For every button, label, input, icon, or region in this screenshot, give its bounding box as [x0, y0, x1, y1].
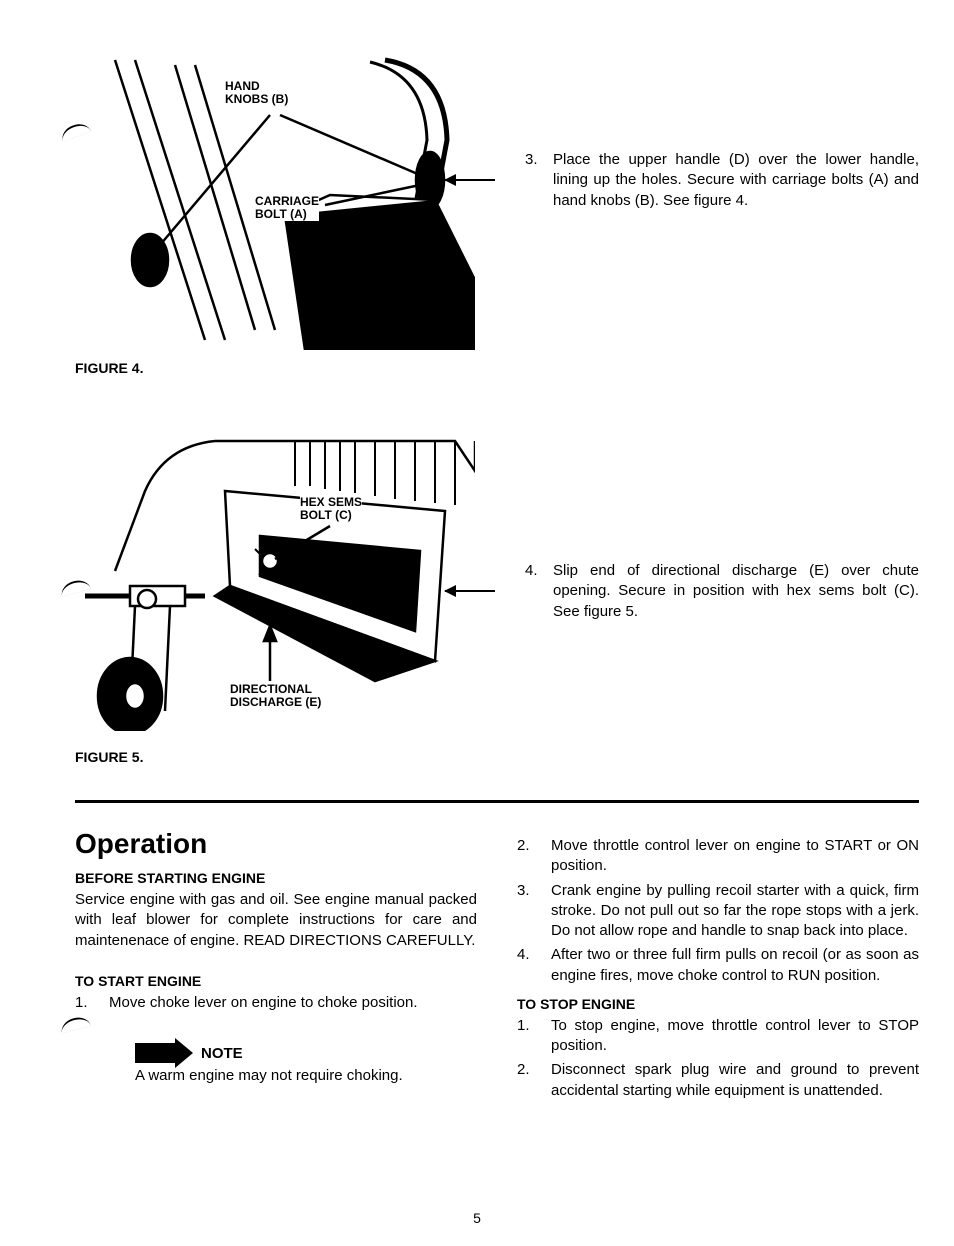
figure5-label-hex-sems: HEX SEMS BOLT (C)	[300, 496, 362, 522]
start-item-3-num: 3.	[517, 881, 551, 942]
note-label: NOTE	[201, 1045, 243, 1062]
stop-item-1: 1. To stop engine, move throttle control…	[517, 1016, 919, 1057]
figure4-caption: FIGURE 4.	[75, 360, 495, 376]
step-3-text: Place the upper handle (D) over the lowe…	[553, 150, 919, 211]
figure4-illustration: HAND KNOBS (B) CARRIAGE BOLT (A)	[75, 50, 475, 350]
figure5-illustration: HEX SEMS BOLT (C) DIRECTIONAL DISCHARGE …	[75, 431, 475, 731]
stop-item-2-num: 2.	[517, 1060, 551, 1101]
step-3-num: 3.	[525, 150, 553, 211]
stop-item-1-text: To stop engine, move throttle control le…	[551, 1016, 919, 1057]
arrow-left-icon	[445, 590, 495, 592]
operation-left-col: Operation BEFORE STARTING ENGINE Service…	[75, 828, 477, 1101]
step4-column: 4. Slip end of directional discharge (E)…	[495, 431, 919, 640]
section-divider	[75, 800, 919, 803]
start-item-2: 2. Move throttle control lever on engine…	[517, 836, 919, 877]
note-block: NOTE A warm engine may not require choki…	[135, 1043, 455, 1084]
start-item-2-num: 2.	[517, 836, 551, 877]
start-item-4-num: 4.	[517, 945, 551, 986]
to-stop-head: TO STOP ENGINE	[517, 996, 919, 1012]
step-4-num: 4.	[525, 561, 553, 622]
note-text: A warm engine may not require choking.	[135, 1067, 455, 1084]
operation-title: Operation	[75, 828, 477, 860]
step3-column: 3. Place the upper handle (D) over the l…	[495, 50, 919, 229]
note-head: NOTE	[135, 1043, 455, 1063]
start-item-1-num: 1.	[75, 993, 109, 1013]
stop-item-1-num: 1.	[517, 1016, 551, 1057]
figure4-label-hand-knobs: HAND KNOBS (B)	[225, 80, 288, 106]
figure5-row: HEX SEMS BOLT (C) DIRECTIONAL DISCHARGE …	[75, 431, 919, 765]
step-4-text: Slip end of directional discharge (E) ov…	[553, 561, 919, 622]
figure5-label-directional: DIRECTIONAL DISCHARGE (E)	[230, 683, 321, 709]
figure5-block: HEX SEMS BOLT (C) DIRECTIONAL DISCHARGE …	[75, 431, 495, 765]
start-item-4: 4. After two or three full firm pulls on…	[517, 945, 919, 986]
start-item-3-text: Crank engine by pulling recoil starter w…	[551, 881, 919, 942]
before-starting-text: Service engine with gas and oil. See eng…	[75, 890, 477, 951]
before-starting-head: BEFORE STARTING ENGINE	[75, 870, 477, 886]
step-3: 3. Place the upper handle (D) over the l…	[525, 150, 919, 211]
figure5-caption: FIGURE 5.	[75, 749, 495, 765]
to-start-head: TO START ENGINE	[75, 973, 477, 989]
operation-right-col: 2. Move throttle control lever on engine…	[517, 828, 919, 1101]
start-item-1-text: Move choke lever on engine to choke posi…	[109, 993, 477, 1013]
figure4-label-carriage-bolt: CARRIAGE BOLT (A)	[255, 195, 319, 221]
page-curl-mark	[59, 1014, 91, 1033]
figure4-block: HAND KNOBS (B) CARRIAGE BOLT (A) FIGURE …	[75, 50, 495, 376]
note-arrow-icon	[135, 1043, 175, 1063]
start-item-1: 1. Move choke lever on engine to choke p…	[75, 993, 477, 1013]
stop-item-2: 2. Disconnect spark plug wire and ground…	[517, 1060, 919, 1101]
stop-item-2-text: Disconnect spark plug wire and ground to…	[551, 1060, 919, 1101]
start-item-4-text: After two or three full firm pulls on re…	[551, 945, 919, 986]
page-number: 5	[473, 1210, 481, 1226]
start-item-3: 3. Crank engine by pulling recoil starte…	[517, 881, 919, 942]
operation-section: Operation BEFORE STARTING ENGINE Service…	[75, 828, 919, 1101]
start-item-2-text: Move throttle control lever on engine to…	[551, 836, 919, 877]
step-4: 4. Slip end of directional discharge (E)…	[525, 561, 919, 622]
figure4-row: HAND KNOBS (B) CARRIAGE BOLT (A) FIGURE …	[75, 50, 919, 376]
arrow-left-icon	[445, 179, 495, 181]
